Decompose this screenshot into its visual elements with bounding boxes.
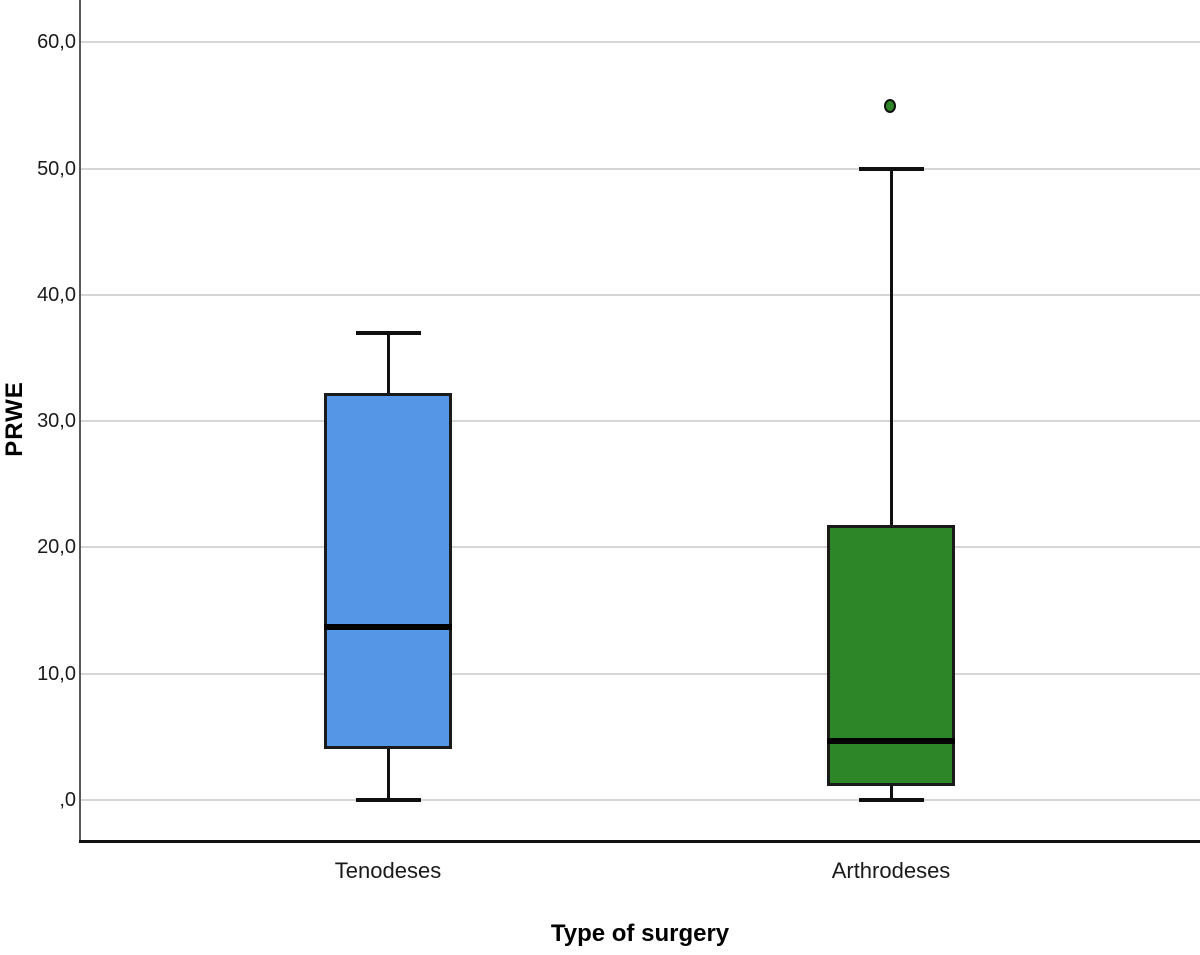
lower-whisker-cap-arthrodeses	[858, 798, 924, 802]
y-tick-label: 20,0	[37, 536, 76, 559]
gridline	[80, 41, 1200, 44]
upper-whisker-line-arthrodeses	[889, 168, 893, 525]
upper-whisker-line-tenodeses	[386, 332, 390, 394]
gridline	[80, 546, 1200, 549]
upper-whisker-cap-tenodeses	[355, 330, 421, 335]
gridline	[80, 420, 1200, 423]
gridline	[80, 799, 1200, 801]
y-tick-label: 60,0	[37, 31, 76, 54]
lower-whisker-line-arthrodeses	[889, 786, 893, 800]
gridline	[80, 167, 1200, 170]
y-tick-label: ,0	[59, 789, 76, 811]
lower-whisker-line-tenodeses	[386, 749, 390, 800]
y-tick-label: 40,0	[37, 283, 76, 306]
lower-whisker-cap-tenodeses	[355, 798, 421, 802]
x-axis-line	[79, 840, 1200, 843]
category-label-arthrodeses: Arthrodeses	[831, 858, 951, 883]
iqr-box-tenodeses	[324, 393, 452, 750]
y-tick-label: 30,0	[37, 410, 76, 433]
outlier-point-arthrodeses	[884, 99, 896, 114]
gridline	[80, 293, 1200, 296]
x-axis-title: Type of surgery	[550, 920, 730, 947]
upper-whisker-cap-arthrodeses	[858, 166, 924, 171]
y-axis-line	[79, 0, 81, 843]
y-tick-label: 10,0	[37, 662, 76, 685]
category-label-tenodeses: Tenodeses	[334, 858, 442, 883]
iqr-box-arthrodeses	[827, 524, 955, 787]
median-line-arthrodeses	[827, 737, 955, 744]
median-line-tenodeses	[324, 623, 452, 630]
y-tick-label: 50,0	[37, 157, 76, 180]
gridline	[80, 672, 1200, 675]
